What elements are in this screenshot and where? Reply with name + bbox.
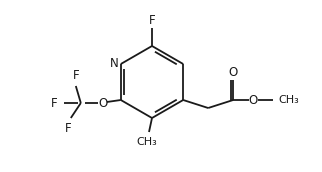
Text: F: F (51, 96, 58, 110)
Text: CH₃: CH₃ (137, 137, 157, 147)
Text: F: F (149, 14, 155, 27)
Text: N: N (110, 56, 119, 69)
Text: O: O (229, 66, 238, 79)
Text: F: F (72, 69, 79, 82)
Text: CH₃: CH₃ (278, 95, 299, 105)
Text: O: O (249, 94, 258, 106)
Text: O: O (98, 96, 108, 110)
Text: F: F (64, 122, 71, 135)
